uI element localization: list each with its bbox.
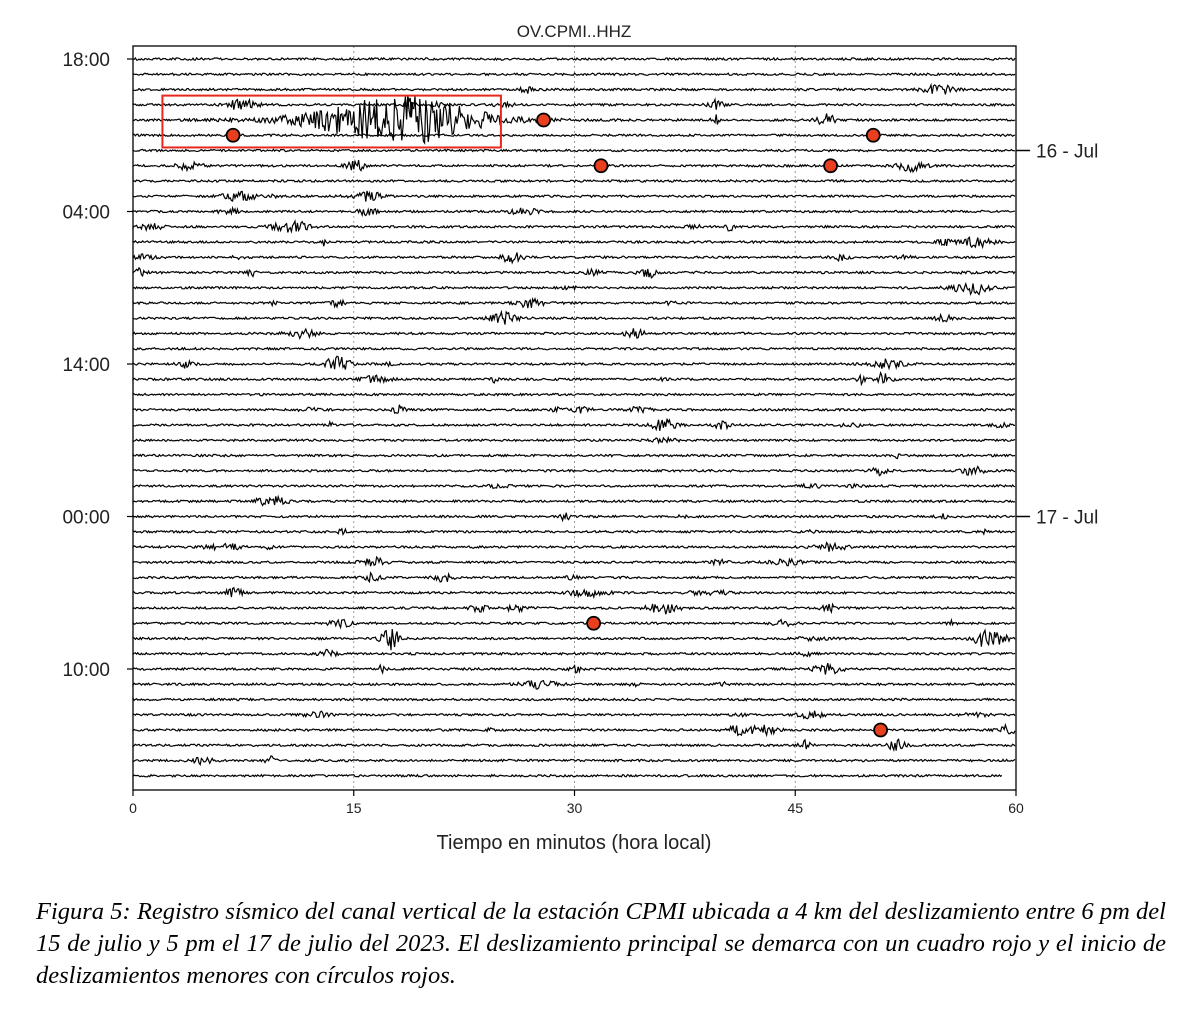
y-tick-label-4: 10:00 <box>62 660 110 681</box>
figure-caption: Figura 5: Registro sísmico del canal ver… <box>36 898 1166 989</box>
trace-line-2 <box>132 82 1016 95</box>
trace-line-10 <box>132 205 1015 218</box>
trace-line-16 <box>132 296 1016 309</box>
helicorder-plot: OV.CPMI..HHZ 18:00 04:00 14:00 00:00 10:00 0… <box>62 22 1098 854</box>
trace-line-7 <box>132 159 1016 174</box>
trace-line-45 <box>132 738 1016 752</box>
trace-line-21 <box>132 370 1016 387</box>
trace-line-35 <box>132 586 1016 600</box>
trace-line-4 <box>132 96 1016 145</box>
day-marker-label-1: 17 - Jul <box>1036 508 1098 529</box>
x-axis-label: Tiempo en minutos (hora local) <box>437 832 712 854</box>
trace-line-43 <box>132 710 1016 720</box>
seismic-traces <box>132 56 1016 778</box>
trace-line-36 <box>132 602 1016 615</box>
y-axis-ticks: 18:00 04:00 14:00 00:00 10:00 <box>62 50 133 681</box>
trace-line-20 <box>132 355 1016 371</box>
trace-line-39 <box>132 648 1016 658</box>
trace-line-31 <box>132 527 1016 536</box>
x-tick-label-1: 15 <box>346 800 362 816</box>
trace-line-30 <box>132 512 1016 523</box>
trace-line-41 <box>132 679 1016 690</box>
event-marker-5 <box>586 615 602 631</box>
trace-line-6 <box>132 148 1016 153</box>
trace-line-5 <box>132 133 1016 138</box>
event-marker-4 <box>823 158 838 174</box>
x-tick-label-4: 60 <box>1008 800 1024 816</box>
trace-line-14 <box>132 266 1016 279</box>
event-marker-3 <box>593 158 609 174</box>
trace-line-0 <box>132 56 1016 62</box>
trace-line-23 <box>132 404 1016 415</box>
trace-line-1 <box>132 72 1016 77</box>
trace-line-12 <box>132 236 1016 250</box>
event-marker-1 <box>536 112 551 128</box>
x-tick-label-0: 0 <box>129 800 137 816</box>
trace-line-25 <box>132 435 1016 445</box>
trace-line-42 <box>132 696 1016 702</box>
day-marker-label-0: 16 - Jul <box>1036 142 1098 163</box>
trace-line-44 <box>132 722 1016 738</box>
trace-line-47 <box>132 773 1003 778</box>
trace-line-24 <box>132 418 1015 432</box>
day-markers: 16 - Jul 17 - Jul <box>1016 142 1098 529</box>
y-tick-label-1: 04:00 <box>62 203 110 224</box>
main-landslide-box <box>161 94 502 149</box>
trace-line-19 <box>132 346 1016 351</box>
trace-line-38 <box>132 628 1016 651</box>
grid-lines <box>353 46 796 790</box>
trace-line-15 <box>132 281 1016 297</box>
trace-line-29 <box>132 494 1016 507</box>
trace-line-26 <box>132 453 1015 460</box>
trace-line-3 <box>132 95 1016 118</box>
y-tick-label-2: 14:00 <box>62 355 110 376</box>
x-tick-label-2: 30 <box>567 800 583 816</box>
trace-line-17 <box>132 309 1016 325</box>
event-marker-6 <box>873 722 889 738</box>
trace-line-33 <box>132 555 1016 567</box>
event-marker-0 <box>225 127 241 143</box>
trace-line-27 <box>132 465 1016 477</box>
trace-line-8 <box>132 178 1016 184</box>
trace-line-13 <box>132 252 1016 265</box>
trace-line-46 <box>132 755 1016 767</box>
trace-line-9 <box>132 190 1016 202</box>
y-tick-label-0: 18:00 <box>62 50 110 71</box>
event-marker-2 <box>865 127 881 143</box>
x-tick-label-3: 45 <box>787 800 803 816</box>
trace-line-22 <box>132 392 1016 397</box>
landslide-box <box>161 94 502 149</box>
chart-title: OV.CPMI..HHZ <box>517 22 632 41</box>
trace-line-28 <box>132 482 1016 489</box>
trace-line-34 <box>132 571 1016 584</box>
y-tick-label-3: 00:00 <box>62 508 110 529</box>
trace-line-18 <box>132 327 1016 341</box>
x-axis-ticks: 0 15 30 45 60 <box>129 790 1024 816</box>
trace-line-40 <box>132 662 1015 675</box>
event-markers <box>225 112 889 738</box>
trace-line-37 <box>132 617 1016 630</box>
trace-line-11 <box>132 219 1016 234</box>
trace-line-32 <box>132 541 1016 552</box>
